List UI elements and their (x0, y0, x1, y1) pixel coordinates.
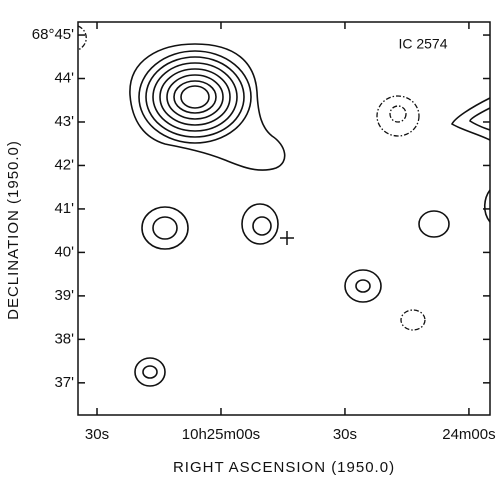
y-tick-label: 44' (54, 69, 74, 86)
x-tick-label: 10h25m00s (182, 426, 260, 443)
x-tick-label: 30s (333, 426, 357, 443)
x-axis-label: RIGHT ASCENSION (1950.0) (173, 459, 395, 476)
y-axis-label: DECLINATION (1950.0) (5, 140, 22, 320)
y-tick-label: 68°45' (32, 26, 74, 43)
y-tick-label: 39' (54, 287, 74, 304)
y-tick-label: 42' (54, 156, 74, 173)
y-tick-label: 38' (54, 330, 74, 347)
chart-title: IC 2574 (398, 36, 447, 52)
x-tick-label: 24m00s (442, 426, 495, 443)
x-tick-label: 30s (85, 426, 109, 443)
contours (77, 25, 491, 387)
plot-frame (77, 21, 491, 416)
y-tick-label: 43' (54, 113, 74, 130)
y-tick-label: 40' (54, 243, 74, 260)
y-tick-label: 37' (54, 374, 74, 391)
y-tick-label: 41' (54, 200, 74, 217)
